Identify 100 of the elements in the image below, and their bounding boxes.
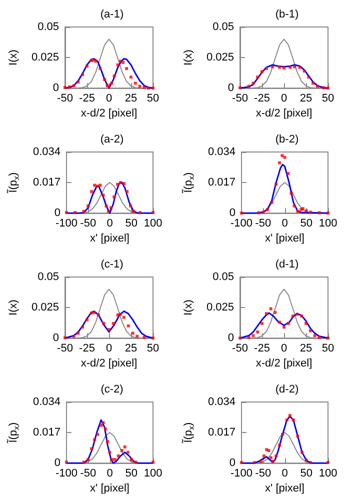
point	[286, 172, 290, 176]
y-tick-label: 0.025	[206, 302, 234, 314]
point	[142, 336, 146, 339]
point	[288, 66, 292, 69]
point	[292, 418, 295, 422]
point	[313, 334, 316, 338]
point	[278, 444, 282, 447]
point	[247, 336, 250, 339]
point	[288, 414, 292, 417]
point	[238, 336, 242, 340]
point	[264, 312, 268, 316]
point	[138, 84, 142, 88]
x-tick-label: -50	[255, 468, 272, 480]
chart-title: (a-2)	[100, 134, 124, 146]
point	[256, 76, 260, 79]
x-tick-label: -25	[79, 92, 95, 105]
point	[120, 449, 124, 452]
point	[293, 65, 296, 68]
point	[326, 86, 330, 90]
point	[102, 194, 105, 197]
point	[131, 332, 134, 335]
point	[134, 460, 138, 464]
point	[262, 210, 265, 214]
point	[118, 312, 122, 316]
point	[65, 460, 68, 464]
point	[136, 334, 139, 338]
x-tick-label: -50	[232, 342, 248, 355]
point	[134, 82, 137, 85]
y-axis-title: I(x)	[182, 50, 194, 66]
point	[278, 161, 282, 164]
point	[123, 445, 126, 448]
x-tick-label: 50	[300, 468, 312, 480]
y-tick-label: 0.017	[32, 426, 60, 439]
y-tick-label: 0.017	[32, 176, 60, 189]
point	[247, 84, 250, 88]
x-axis-title: x' [pixel]	[265, 232, 304, 245]
point	[104, 204, 108, 208]
x-tick-label: -25	[79, 342, 95, 355]
point	[93, 184, 96, 187]
point	[90, 190, 94, 194]
point	[152, 86, 154, 90]
point	[130, 458, 133, 462]
y-axis-title: Ĩ(px)	[182, 172, 196, 194]
x-tick-label: 100	[318, 218, 338, 230]
y-axis-title: Ĩ(px)	[182, 422, 196, 444]
point	[122, 60, 125, 64]
point	[152, 211, 154, 214]
x-tick-label: -100	[55, 468, 78, 480]
x-axis-title: x-d/2 [pixel]	[80, 108, 138, 120]
point	[138, 211, 142, 214]
point	[103, 78, 106, 82]
point	[292, 204, 296, 208]
y-tick-label: 0	[52, 82, 59, 94]
point	[72, 84, 76, 88]
point	[65, 211, 68, 214]
point	[278, 320, 282, 324]
point	[285, 418, 288, 422]
point	[72, 334, 76, 338]
x-tick-label: 50	[125, 468, 138, 480]
point	[125, 67, 128, 70]
x-axis-title: x' [pixel]	[90, 482, 130, 495]
x-tick-label: 0	[282, 218, 288, 230]
point	[76, 332, 80, 335]
point	[112, 195, 116, 198]
x-tick-label: 50	[146, 342, 160, 355]
point	[240, 212, 243, 215]
y-tick-label: 0.017	[208, 426, 236, 439]
x-tick-label: -50	[57, 342, 73, 355]
point	[281, 432, 284, 436]
line-series	[66, 419, 154, 464]
point	[100, 424, 103, 427]
point	[290, 192, 293, 195]
point	[112, 322, 115, 325]
x-tick-label: -50	[80, 218, 96, 230]
point	[116, 63, 120, 66]
x-tick-label: 50	[146, 92, 160, 105]
point	[92, 310, 96, 314]
point	[266, 208, 269, 212]
point	[280, 154, 284, 158]
point	[312, 82, 315, 85]
point	[271, 65, 274, 68]
point	[308, 329, 312, 332]
chart-title: (d-2)	[275, 384, 299, 396]
point	[278, 66, 282, 69]
point	[257, 211, 260, 214]
point	[126, 324, 130, 328]
point	[298, 66, 302, 69]
chart-title: (d-1)	[275, 258, 299, 270]
x-tick-label: -100	[230, 218, 253, 230]
point	[119, 181, 122, 184]
point	[260, 70, 264, 74]
x-axis-title: x-d/2 [pixel]	[80, 358, 138, 370]
x-tick-label: 25	[124, 342, 138, 355]
x-tick-label: 100	[144, 468, 162, 480]
point	[104, 427, 107, 430]
point	[270, 200, 274, 204]
y-tick-label: 0	[228, 332, 234, 344]
point	[238, 86, 242, 90]
y-axis-title: I(x)	[8, 50, 20, 66]
x-tick-label: 0	[106, 92, 112, 105]
